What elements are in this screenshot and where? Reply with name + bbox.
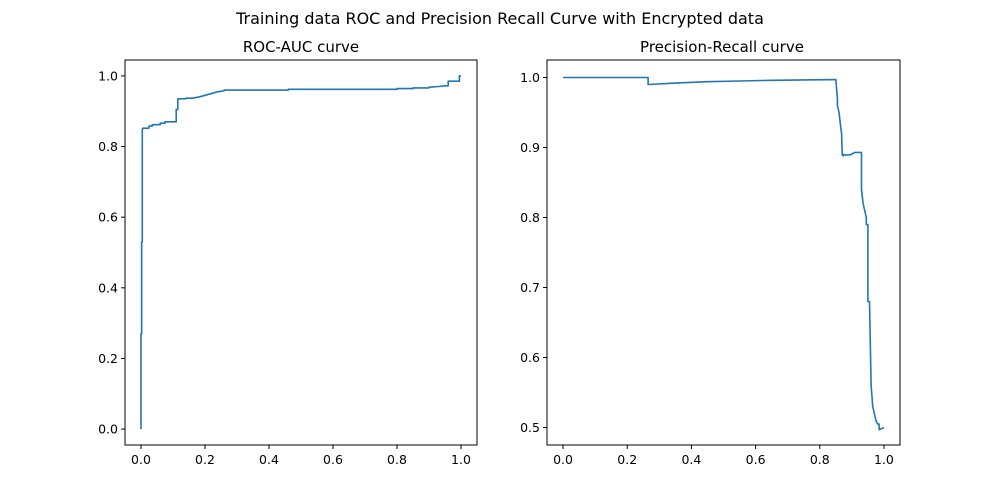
roc-auc-y-tick-label: 1.0 [98,68,118,83]
roc-auc-y-axis: 0.0 0.2 0.4 0.6 0.8 1.0 [98,68,125,437]
roc-auc-axes-frame [124,59,478,446]
roc-auc-x-tick-label: 0.6 [323,452,343,467]
precision-recall-x-axis: 0.0 0.2 0.4 0.6 0.8 1.0 [553,445,894,467]
roc-auc-curve [140,75,461,430]
roc-auc-x-tick-label: 1.0 [451,452,471,467]
roc-auc-y-tick-label: 0.0 [98,422,118,437]
precision-recall-y-tick-label: 1.0 [520,70,540,85]
precision-recall-x-tick-label: 0.4 [681,452,701,467]
precision-recall-title: Precision-Recall curve [640,38,804,56]
roc-auc-x-tick-label: 0.4 [259,452,279,467]
precision-recall-axes-frame [546,59,901,446]
precision-recall-x-tick-label: 0.2 [617,452,637,467]
roc-auc-y-tick-label: 0.6 [98,210,118,225]
precision-recall-x-tick-label: 0.8 [810,452,830,467]
figure-title: Training data ROC and Precision Recall C… [235,9,764,28]
roc-auc-y-tick-label: 0.8 [98,139,118,154]
precision-recall-y-axis: 0.5 0.6 0.7 0.8 0.9 1.0 [520,70,547,435]
precision-recall-y-tick-label: 0.6 [520,350,540,365]
precision-recall-x-tick-label: 0.6 [746,452,766,467]
precision-recall-y-tick-label: 0.5 [520,420,540,435]
precision-recall-y-tick-label: 0.9 [520,140,540,155]
roc-auc-x-axis: 0.0 0.2 0.4 0.6 0.8 1.0 [131,445,471,467]
roc-auc-y-tick-label: 0.4 [98,280,118,295]
roc-auc-y-tick-label: 0.2 [98,351,118,366]
precision-recall-x-tick-label: 0.0 [553,452,573,467]
roc-auc-x-tick-label: 0.8 [387,452,407,467]
roc-auc-series-group [140,75,461,430]
precision-recall-y-tick-label: 0.8 [520,210,540,225]
precision-recall-series-group [563,76,885,431]
precision-recall-curve [563,76,885,431]
roc-auc-x-tick-label: 0.2 [195,452,215,467]
precision-recall-y-tick-label: 0.7 [520,280,540,295]
roc-auc-chart: ROC-AUC curve 0.0 0.2 0.4 0.6 0.8 1.0 0.00.20… [98,38,478,467]
roc-auc-title: ROC-AUC curve [243,38,359,56]
roc-auc-x-tick-label: 0.0 [131,452,151,467]
precision-recall-chart: Precision-Recall curve 0.0 0.2 0.4 0.6 0.8 1.… [520,38,901,467]
precision-recall-x-tick-label: 1.0 [874,452,894,467]
